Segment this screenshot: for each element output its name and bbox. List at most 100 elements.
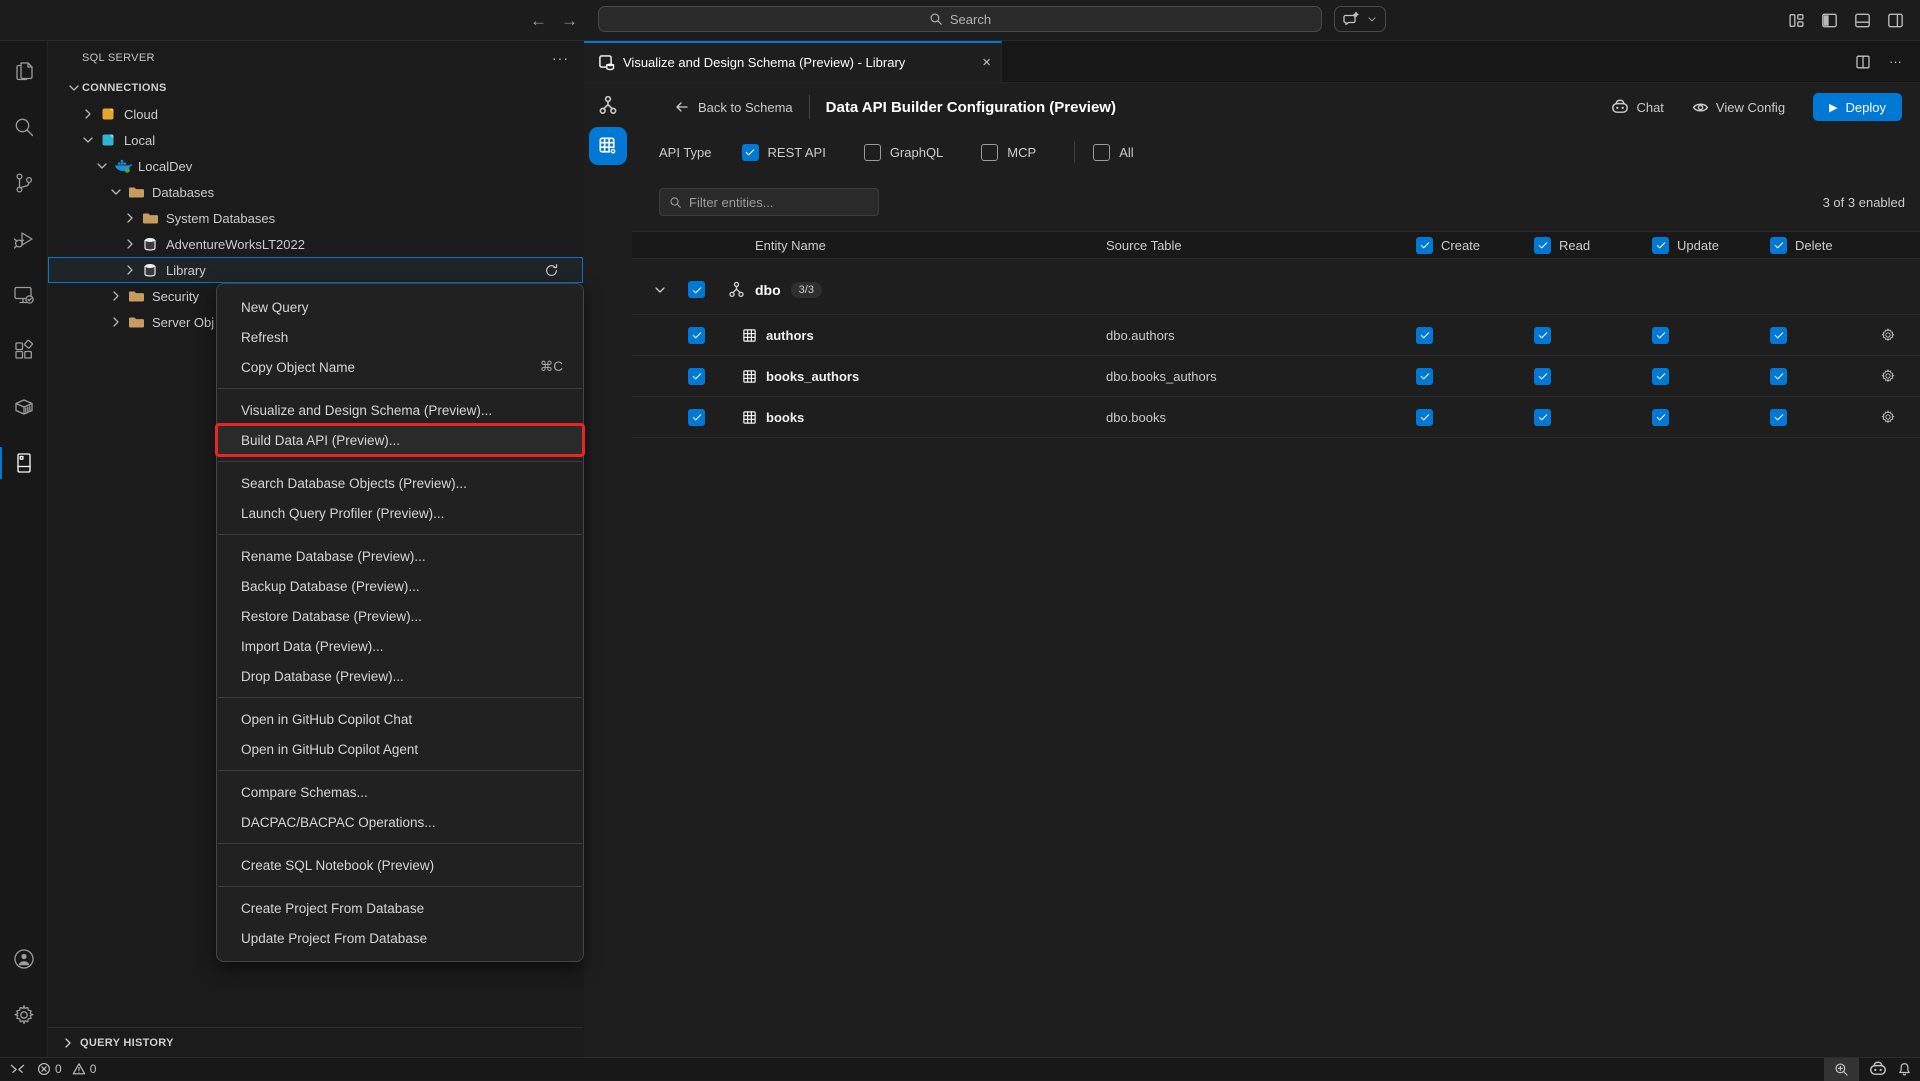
search-icon[interactable] (0, 103, 48, 151)
menu-item-import-data[interactable]: Import Data (Preview)... (217, 631, 583, 661)
menu-item-open-copilot-agent[interactable]: Open in GitHub Copilot Agent (217, 734, 583, 764)
checkbox-checked[interactable] (1416, 368, 1433, 385)
menu-item-build-data-api[interactable]: Build Data API (Preview)... (217, 425, 583, 455)
toggle-secondary-sidebar-icon[interactable] (1887, 12, 1904, 29)
back-to-schema-link[interactable]: Back to Schema (674, 99, 793, 115)
api-option-rest[interactable]: REST API (742, 144, 826, 161)
chevron-right-icon[interactable] (108, 288, 124, 304)
checkbox-unchecked[interactable] (864, 144, 881, 161)
explorer-icon[interactable] (0, 47, 48, 95)
chevron-right-icon[interactable] (108, 314, 124, 330)
view-config-button[interactable]: View Config (1692, 99, 1785, 116)
checkbox-checked[interactable] (1416, 237, 1433, 254)
tree-item-localdev[interactable]: LocalDev (48, 153, 583, 179)
sql-server-icon[interactable] (0, 439, 48, 487)
checkbox-checked[interactable] (1534, 368, 1551, 385)
api-option-graphql[interactable]: GraphQL (864, 144, 943, 161)
toggle-primary-sidebar-icon[interactable] (1821, 12, 1838, 29)
extensions-icon[interactable] (0, 327, 48, 375)
row-settings-gear-icon[interactable] (1880, 368, 1920, 384)
tab-visualize-design-schema[interactable]: Visualize and Design Schema (Preview) - … (584, 41, 1002, 82)
menu-item-update-project-from-database[interactable]: Update Project From Database (217, 923, 583, 953)
copilot-chat-button[interactable] (1334, 6, 1386, 32)
menu-item-new-query[interactable]: New Query (217, 292, 583, 322)
checkbox-checked[interactable] (1770, 368, 1787, 385)
tree-section-connections[interactable]: CONNECTIONS (48, 75, 583, 101)
menu-item-refresh[interactable]: Refresh (217, 322, 583, 352)
tree-item-databases[interactable]: Databases (48, 179, 583, 205)
checkbox-unchecked[interactable] (981, 144, 998, 161)
chevron-right-icon[interactable] (122, 210, 138, 226)
settings-gear-icon[interactable] (0, 991, 48, 1039)
chevron-down-icon[interactable] (66, 80, 82, 96)
checkbox-checked[interactable] (1416, 409, 1433, 426)
run-debug-icon[interactable] (0, 215, 48, 263)
menu-item-dacpac-bacpac[interactable]: DACPAC/BACPAC Operations... (217, 807, 583, 837)
remote-sql-icon[interactable] (0, 271, 48, 319)
checkbox-checked[interactable] (1534, 409, 1551, 426)
checkbox-checked[interactable] (1416, 327, 1433, 344)
table-row-authors[interactable]: authors dbo.authors (632, 315, 1920, 356)
tree-item-cloud[interactable]: Cloud (48, 101, 583, 127)
chevron-down-icon[interactable] (108, 184, 124, 200)
chevron-down-icon[interactable] (1367, 14, 1377, 24)
global-search-input[interactable]: Search (598, 6, 1322, 32)
split-editor-icon[interactable] (1855, 54, 1871, 70)
tree-item-library[interactable]: Library (48, 257, 583, 283)
chevron-right-icon[interactable] (122, 236, 138, 252)
layout-customize-icon[interactable] (1788, 12, 1805, 29)
remote-indicator-icon[interactable] (10, 1062, 25, 1077)
row-settings-gear-icon[interactable] (1880, 327, 1920, 343)
containers-icon[interactable] (0, 383, 48, 431)
schema-group-row[interactable]: dbo 3/3 (632, 265, 1920, 315)
table-row-books-authors[interactable]: books_authors dbo.books_authors (632, 356, 1920, 397)
api-option-all[interactable]: All (1093, 144, 1133, 161)
toggle-panel-icon[interactable] (1854, 12, 1871, 29)
checkbox-checked[interactable] (742, 144, 759, 161)
checkbox-checked[interactable] (1652, 368, 1669, 385)
chevron-down-icon[interactable] (632, 282, 688, 298)
tree-item-system-databases[interactable]: System Databases (48, 205, 583, 231)
menu-item-rename-database[interactable]: Rename Database (Preview)... (217, 541, 583, 571)
menu-item-drop-database[interactable]: Drop Database (Preview)... (217, 661, 583, 691)
checkbox-checked[interactable] (1534, 237, 1551, 254)
account-icon[interactable] (0, 935, 48, 983)
api-option-mcp[interactable]: MCP (981, 144, 1036, 161)
copilot-status-icon[interactable] (1869, 1060, 1887, 1078)
checkbox-checked[interactable] (688, 281, 705, 298)
zoom-in-button[interactable] (1824, 1058, 1859, 1081)
checkbox-unchecked[interactable] (1093, 144, 1110, 161)
tree-item-local[interactable]: Local (48, 127, 583, 153)
checkbox-checked[interactable] (1770, 327, 1787, 344)
chevron-right-icon[interactable] (122, 262, 138, 278)
menu-item-launch-query-profiler[interactable]: Launch Query Profiler (Preview)... (217, 498, 583, 528)
schema-diagram-icon[interactable] (598, 95, 618, 115)
forward-arrow-icon[interactable]: → (561, 11, 578, 31)
tree-item-adventureworks[interactable]: AdventureWorksLT2022 (48, 231, 583, 257)
chevron-down-icon[interactable] (80, 132, 96, 148)
query-history-section[interactable]: QUERY HISTORY (48, 1027, 583, 1057)
menu-item-copy-object-name[interactable]: Copy Object Name⌘C (217, 352, 583, 382)
more-actions-icon[interactable]: ··· (552, 50, 569, 66)
checkbox-checked[interactable] (1770, 237, 1787, 254)
checkbox-checked[interactable] (1652, 237, 1669, 254)
menu-item-create-sql-notebook[interactable]: Create SQL Notebook (Preview) (217, 850, 583, 880)
chevron-right-icon[interactable] (80, 106, 96, 122)
checkbox-checked[interactable] (688, 409, 705, 426)
chat-button[interactable]: Chat (1611, 98, 1663, 116)
more-actions-icon[interactable]: ··· (1889, 54, 1902, 69)
menu-item-search-database-objects[interactable]: Search Database Objects (Preview)... (217, 468, 583, 498)
filter-entities-input[interactable]: Filter entities... (659, 188, 879, 216)
notifications-bell-icon[interactable] (1897, 1062, 1912, 1077)
menu-item-restore-database[interactable]: Restore Database (Preview)... (217, 601, 583, 631)
source-control-icon[interactable] (0, 159, 48, 207)
menu-item-backup-database[interactable]: Backup Database (Preview)... (217, 571, 583, 601)
checkbox-checked[interactable] (1534, 327, 1551, 344)
chevron-down-icon[interactable] (94, 158, 110, 174)
checkbox-checked[interactable] (1652, 409, 1669, 426)
chevron-right-icon[interactable] (60, 1035, 76, 1051)
refresh-icon[interactable] (544, 263, 559, 278)
menu-item-visualize-design-schema[interactable]: Visualize and Design Schema (Preview)... (217, 395, 583, 425)
checkbox-checked[interactable] (688, 327, 705, 344)
checkbox-checked[interactable] (1770, 409, 1787, 426)
